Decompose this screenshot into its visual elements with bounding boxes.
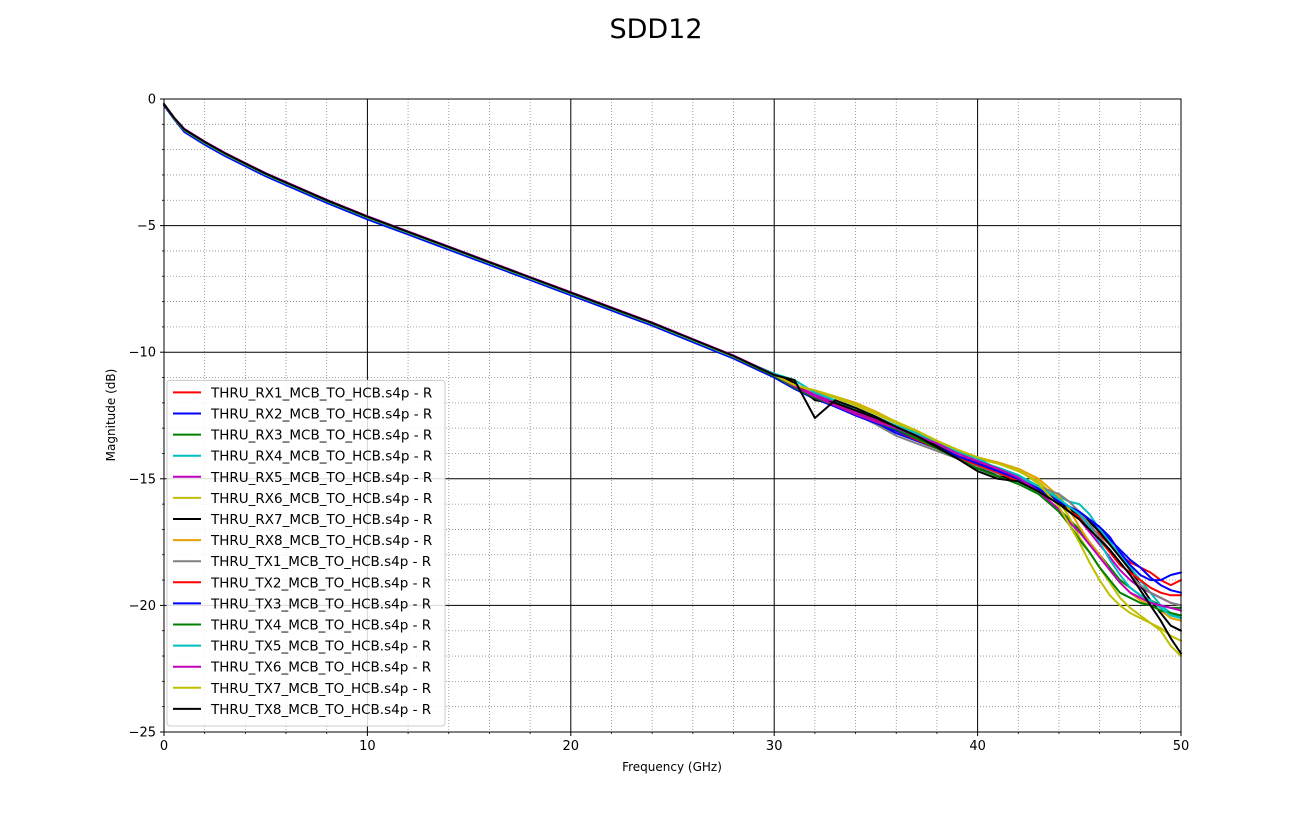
legend-entry: THRU_TX3_MCB_TO_HCB.s4p - R: [210, 596, 431, 612]
y-tick-label: −20: [129, 599, 156, 614]
x-tick-label: 20: [563, 739, 580, 754]
y-tick-label: −25: [129, 726, 156, 741]
x-tick-label: 0: [160, 739, 168, 754]
legend-entry: THRU_RX8_MCB_TO_HCB.s4p - R: [210, 533, 432, 549]
legend-entry: THRU_TX6_MCB_TO_HCB.s4p - R: [210, 660, 431, 676]
legend-entry: THRU_TX2_MCB_TO_HCB.s4p - R: [210, 575, 431, 591]
y-tick-label: −15: [129, 472, 156, 487]
legend-entry: THRU_RX7_MCB_TO_HCB.s4p - R: [210, 512, 432, 528]
legend: THRU_RX1_MCB_TO_HCB.s4p - R THRU_RX2_MCB_…: [166, 379, 446, 727]
series-line-16: [163, 103, 1182, 655]
legend-box: [166, 379, 446, 727]
axis-tick-labels: 0 10 20 30 40 50 0 −5 −10 −15 −20 −25: [129, 93, 1190, 755]
legend-entry: THRU_TX4_MCB_TO_HCB.s4p - R: [210, 618, 431, 634]
plot-frame: [163, 98, 1182, 733]
y-tick-label: −10: [129, 346, 156, 361]
axis-ticks: [160, 98, 1182, 736]
series-layer: [163, 103, 1182, 657]
legend-entry: THRU_RX2_MCB_TO_HCB.s4p - R: [210, 407, 432, 423]
y-axis-label: Magnitude (dB): [104, 369, 118, 462]
x-axis-label: Frequency (GHz): [622, 760, 722, 774]
x-tick-label: 40: [969, 739, 986, 754]
legend-entry: THRU_TX8_MCB_TO_HCB.s4p - R: [210, 702, 431, 718]
legend-entry: THRU_RX6_MCB_TO_HCB.s4p - R: [210, 491, 432, 507]
legend-entry: THRU_TX1_MCB_TO_HCB.s4p - R: [210, 554, 431, 570]
legend-entry: THRU_RX5_MCB_TO_HCB.s4p - R: [210, 470, 432, 486]
legend-entry: THRU_RX3_MCB_TO_HCB.s4p - R: [210, 428, 432, 444]
legend-entry: THRU_RX4_MCB_TO_HCB.s4p - R: [210, 449, 432, 465]
legend-entry: THRU_RX1_MCB_TO_HCB.s4p - R: [210, 385, 432, 401]
legend-entry: THRU_TX5_MCB_TO_HCB.s4p - R: [210, 639, 431, 655]
x-tick-label: 10: [359, 739, 376, 754]
y-tick-label: −5: [137, 219, 156, 234]
chart-title: SDD12: [609, 14, 702, 45]
y-tick-label: 0: [148, 93, 156, 108]
x-tick-label: 50: [1173, 739, 1190, 754]
legend-entry: THRU_TX7_MCB_TO_HCB.s4p - R: [210, 681, 431, 697]
minor-grid: [164, 99, 1181, 732]
x-tick-label: 30: [766, 739, 783, 754]
